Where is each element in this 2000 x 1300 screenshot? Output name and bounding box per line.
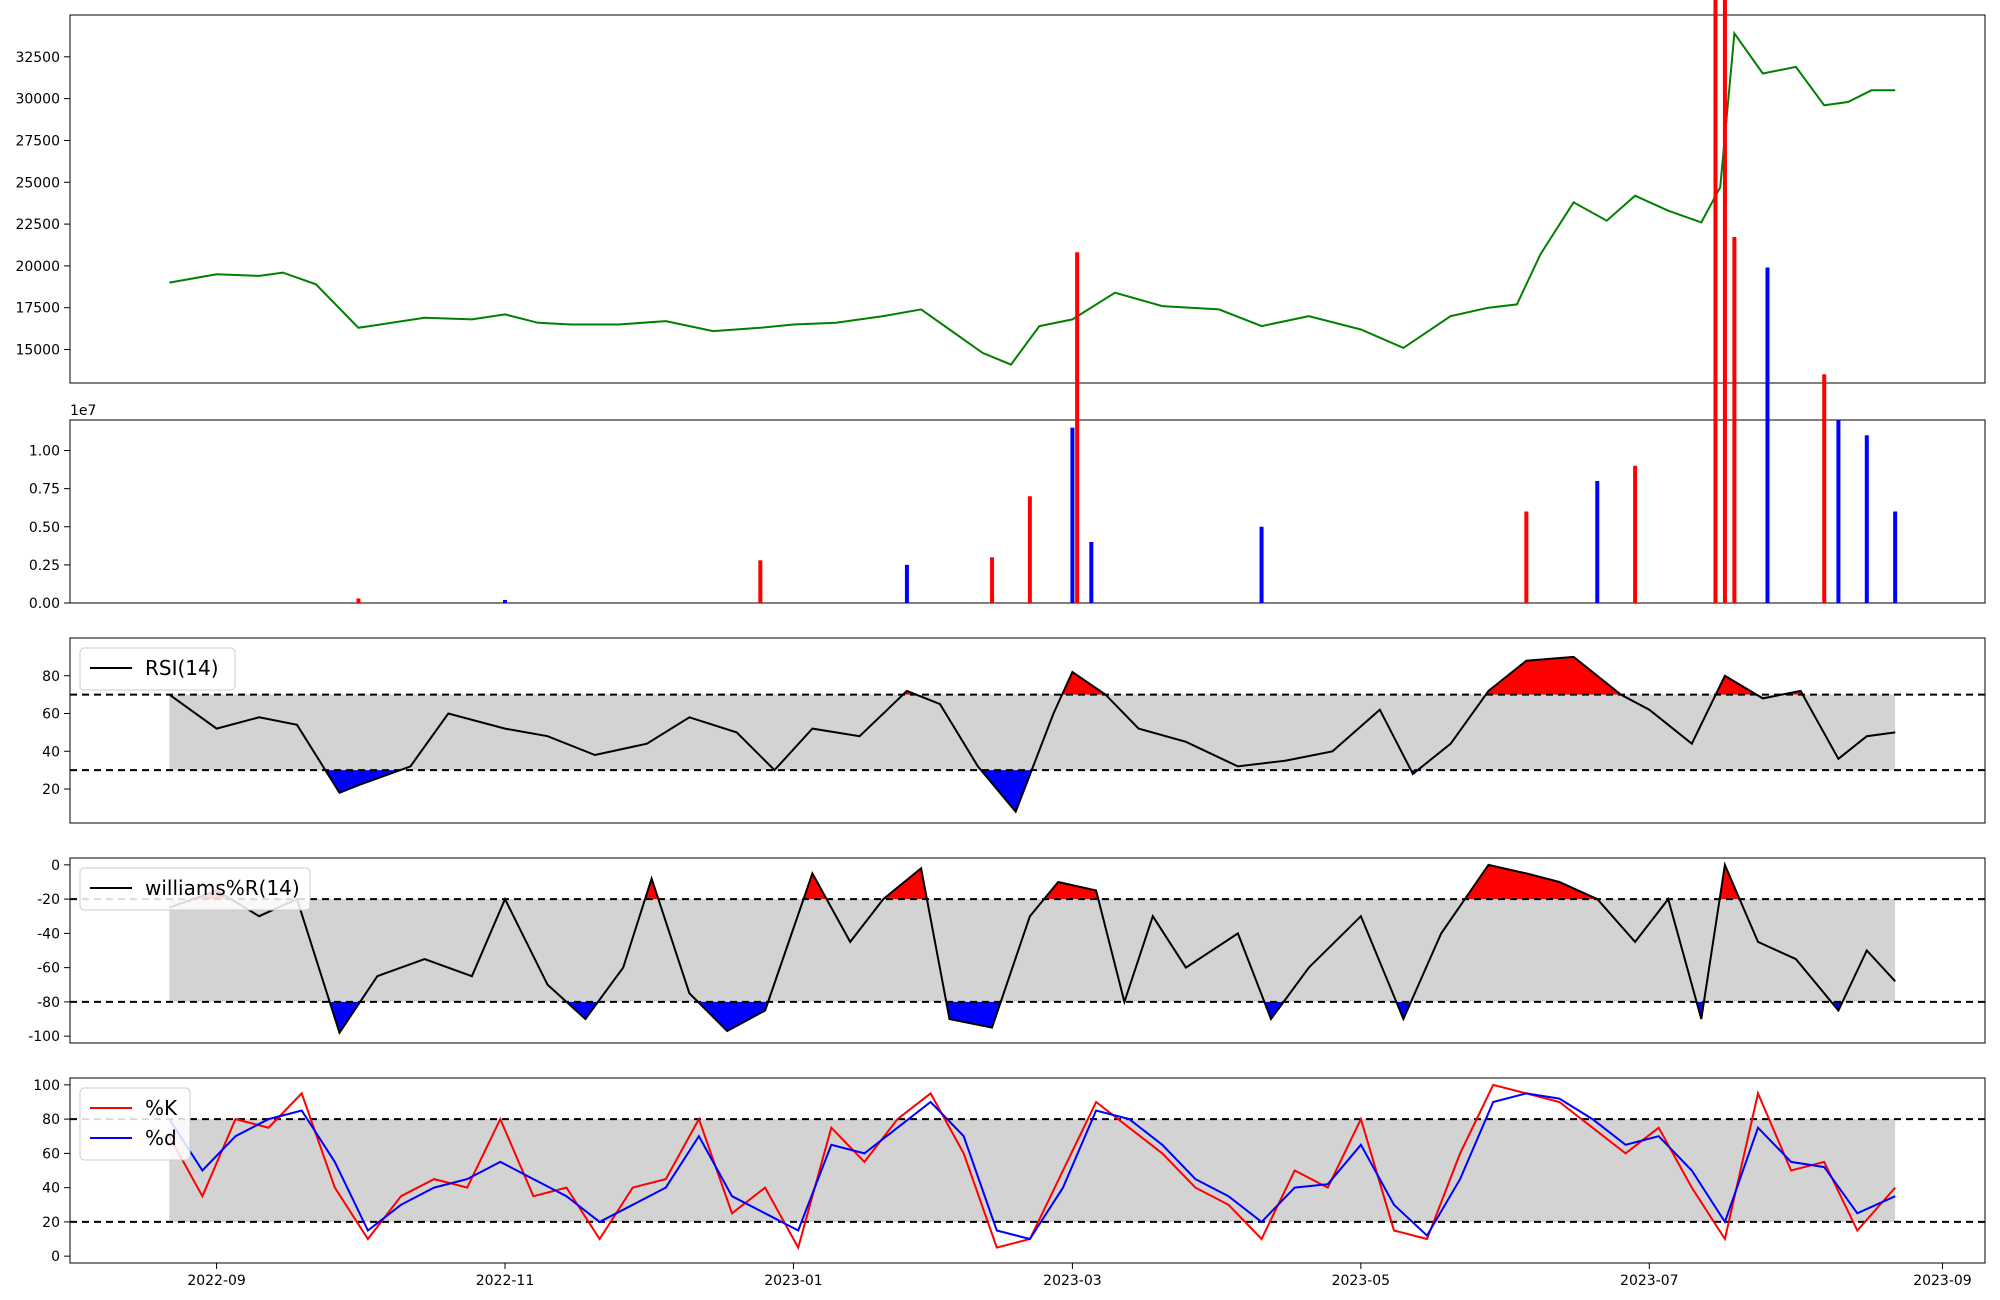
volume-bar — [1259, 526, 1264, 603]
y-tick-label: 80 — [42, 669, 60, 685]
y-tick-label: -40 — [37, 926, 60, 942]
volume-panel: 0.00 0.25 0.50 0.75 1.00 — [29, 0, 1986, 612]
volume-bar — [990, 557, 995, 603]
y-tick-label: 20 — [42, 782, 60, 798]
y-tick-label: 17500 — [15, 301, 60, 317]
oversold-fill — [698, 1001, 769, 1031]
volume-bar — [1075, 252, 1080, 603]
volume-bar — [1732, 237, 1737, 603]
overbought-fill — [1715, 675, 1757, 695]
y-tick-label: -80 — [37, 995, 60, 1011]
volume-bar — [1633, 465, 1638, 603]
overbought-fill — [645, 878, 659, 900]
y-tick-label: 60 — [42, 707, 60, 723]
y-tick-label: 32500 — [15, 50, 60, 66]
y-tick-label: 22500 — [15, 217, 60, 233]
y-tick-label: 20 — [42, 1215, 60, 1231]
legend: RSI(14) — [79, 647, 236, 691]
volume-bar — [1836, 420, 1841, 603]
williams-line — [168, 861, 1896, 1035]
x-tick-label: 2023-09 — [1913, 1273, 1972, 1289]
y-tick-label: 0.25 — [29, 558, 60, 574]
volume-bar — [1595, 481, 1600, 603]
panel-frame — [69, 857, 1986, 1044]
oversold-fill — [566, 1001, 599, 1019]
y-tick-label: 30000 — [15, 92, 60, 108]
volume-bar — [1070, 427, 1075, 603]
legend: williams%R(14) — [79, 867, 311, 911]
y-tick-label: 0.75 — [29, 482, 60, 498]
volume-bar — [1864, 435, 1869, 603]
oversold-fill — [1264, 1001, 1284, 1019]
overbought-fill — [1464, 864, 1598, 900]
legend-box — [79, 647, 236, 691]
y-tick-label: 27500 — [15, 133, 60, 149]
volume-bar — [503, 599, 508, 603]
volume-bar — [1893, 511, 1898, 603]
overbought-fill — [803, 873, 827, 900]
series-line-1 — [168, 1092, 1896, 1241]
volume-bar — [1524, 511, 1529, 603]
y-tick-label: 25000 — [15, 175, 60, 191]
legend: %K %d — [79, 1087, 191, 1161]
volume-bar — [758, 560, 763, 603]
overbought-fill — [1719, 864, 1740, 900]
legend-box — [79, 867, 311, 911]
panel-frame — [69, 419, 1986, 604]
volume-scale-label: 1e7 — [70, 403, 96, 419]
panel-frame — [69, 1077, 1986, 1264]
neutral-band — [169, 694, 1896, 771]
volume-bar — [904, 564, 909, 603]
y-tick-label: 0 — [51, 1249, 60, 1265]
y-tick-label: 60 — [42, 1146, 60, 1162]
oversold-fill — [325, 770, 401, 793]
volume-bar — [356, 598, 361, 603]
price-line — [169, 30, 1896, 366]
x-tick-label: 2023-05 — [1332, 1273, 1391, 1289]
y-tick-label: 0 — [51, 858, 60, 874]
neutral-band — [169, 899, 1896, 1002]
stochastic-panel: 0 20 40 60 80 100 %K %d 2022-09 2022-11 2023-01 202… — [33, 1077, 1986, 1289]
y-tick-label: 40 — [42, 1181, 60, 1197]
legend-label: RSI(14) — [145, 656, 219, 680]
rsi-panel: 20 40 60 80 RSI(14) — [42, 637, 1986, 824]
x-tick-label: 2022-09 — [187, 1273, 246, 1289]
y-tick-label: 20000 — [15, 259, 60, 275]
x-tick-label: 2023-07 — [1620, 1273, 1679, 1289]
x-tick-label: 2023-01 — [764, 1273, 823, 1289]
y-tick-label: -20 — [37, 892, 60, 908]
overbought-fill — [1044, 882, 1099, 900]
volume-bar — [1713, 0, 1718, 603]
volume-bar — [1765, 267, 1770, 603]
panel-frame — [69, 637, 1986, 824]
y-tick-label: 40 — [42, 744, 60, 760]
panel-frame — [69, 14, 1986, 384]
volume-bar — [1027, 496, 1032, 603]
legend-box — [79, 1087, 191, 1161]
y-tick-label: 0.00 — [29, 596, 60, 612]
y-tick-label: 80 — [42, 1112, 60, 1128]
price-panel: 15000 17500 20000 22500 25000 27500 30000 32500 — [15, 14, 1986, 384]
volume-bar — [1822, 374, 1827, 603]
overbought-fill — [1062, 672, 1106, 695]
y-tick-label: 0.50 — [29, 520, 60, 536]
legend-label: %d — [145, 1126, 177, 1150]
oversold-fill — [1396, 1001, 1411, 1019]
neutral-band — [169, 1119, 1896, 1222]
volume-bar — [1722, 0, 1727, 603]
legend-label: %K — [145, 1096, 178, 1120]
williams-r-panel: -100 -80 -60 -40 -20 0 williams%R(14) — [28, 857, 1986, 1045]
y-tick-label: 15000 — [15, 343, 60, 359]
y-tick-label: -100 — [28, 1029, 60, 1045]
y-tick-label: -60 — [37, 961, 60, 977]
x-tick-label: 2023-03 — [1043, 1273, 1102, 1289]
x-tick-label: 2022-11 — [476, 1273, 535, 1289]
oversold-fill — [946, 1001, 1001, 1028]
y-tick-label: 1.00 — [29, 444, 60, 460]
legend-label: williams%R(14) — [145, 876, 300, 900]
y-tick-label: 100 — [33, 1078, 60, 1094]
volume-bar — [1089, 542, 1094, 603]
rsi-line — [168, 655, 1896, 814]
